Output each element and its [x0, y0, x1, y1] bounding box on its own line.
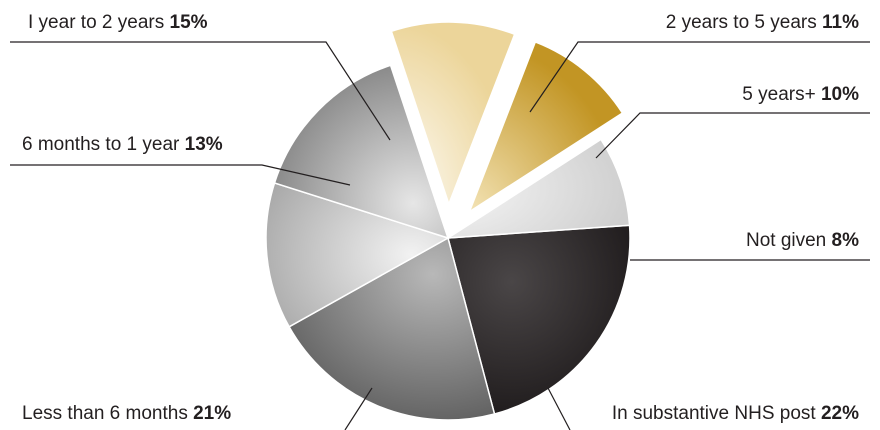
percent-label: 22%: [821, 403, 859, 424]
slice-label-not-given: Not given 8%: [746, 230, 859, 251]
category-label: 6 months to 1 year: [22, 134, 185, 155]
percent-label: 13%: [185, 134, 223, 155]
slice-label-2-years-to-5-years: 2 years to 5 years 11%: [666, 12, 859, 33]
leader-line-in-substantive-nhs-post: [548, 388, 570, 430]
category-label: 2 years to 5 years: [666, 12, 822, 33]
slice-label-less-than-6-months: Less than 6 months 21%: [22, 403, 231, 424]
percent-label: 10%: [821, 84, 859, 105]
slice-label-6-months-to-1-year: 6 months to 1 year 13%: [22, 134, 223, 155]
slice-label-in-substantive-nhs-post: In substantive NHS post 22%: [612, 403, 859, 424]
leader-line-5-years: [596, 113, 870, 158]
slice-label-5-years: 5 years+ 10%: [742, 84, 859, 105]
category-label: 5 years+: [742, 84, 821, 105]
category-label: Not given: [746, 230, 832, 251]
percent-label: 15%: [170, 12, 208, 33]
percent-label: 21%: [193, 403, 231, 424]
percent-label: 11%: [822, 12, 859, 33]
category-label: Less than 6 months: [22, 403, 193, 424]
category-label: In substantive NHS post: [612, 403, 821, 424]
percent-label: 8%: [832, 230, 860, 251]
slice-label-i-year-to-2-years: I year to 2 years 15%: [28, 12, 208, 33]
category-label: I year to 2 years: [28, 12, 170, 33]
